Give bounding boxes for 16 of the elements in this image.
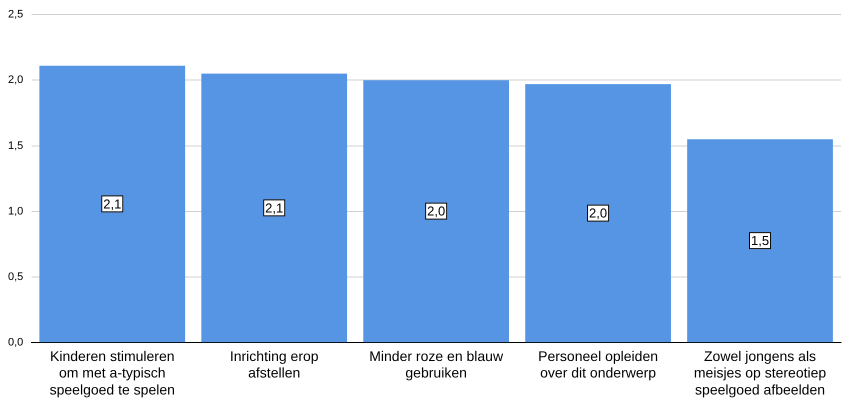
y-tick-label: 2,5 bbox=[8, 8, 24, 21]
data-label: 2,0 bbox=[427, 204, 446, 219]
y-tick-label: 0,0 bbox=[8, 336, 24, 349]
x-tick-label: Kinderen stimuleren om met a-typisch speelgoed te spelen bbox=[50, 348, 175, 398]
data-label: 2,0 bbox=[589, 206, 608, 221]
data-label: 1,5 bbox=[750, 233, 770, 248]
y-tick-label: 0,5 bbox=[8, 271, 24, 284]
x-tick-label: Minder roze en blauw gebruiken bbox=[369, 348, 504, 381]
x-tick-label: Inrichting erop afstellen bbox=[230, 348, 319, 381]
data-label: 2,1 bbox=[103, 196, 122, 212]
data-label: 2,1 bbox=[265, 200, 284, 216]
y-tick-label: 1,5 bbox=[8, 140, 24, 152]
x-tick-label: Personeel opleiden over dit onderwerp bbox=[538, 348, 658, 381]
y-tick-label: 1,0 bbox=[8, 205, 24, 218]
y-tick-label: 2,0 bbox=[8, 74, 24, 86]
x-tick-label: Zowel jongens als meisjes op stereotiep speelgoed afbeelden bbox=[694, 348, 826, 398]
